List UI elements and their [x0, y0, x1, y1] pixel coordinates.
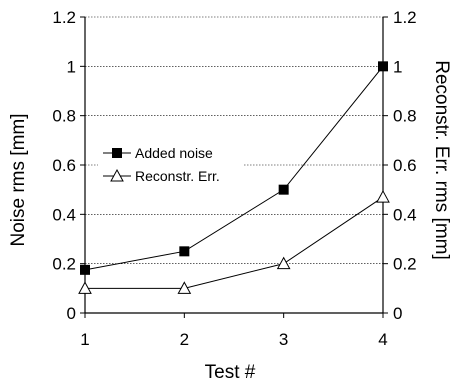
right-tick-label: 0.4: [393, 205, 417, 224]
data-point-added-noise: [378, 61, 388, 72]
series-markers: [78, 61, 390, 294]
right-tick-label: 0: [393, 304, 402, 323]
left-tick-label: 1.2: [52, 8, 76, 27]
left-tick-label: 0: [67, 304, 76, 323]
data-point-added-noise: [179, 246, 190, 257]
data-point-reconstr-err: [177, 281, 192, 294]
legend-label-reconstr-err: Reconstr. Err.: [135, 168, 220, 184]
x-tick-label: 1: [80, 330, 89, 349]
left-tick-label: 1: [67, 57, 76, 76]
left-tick-label: 0.4: [52, 205, 76, 224]
right-y-axis-label: Reconstr. Err. rms [mm]: [431, 60, 452, 260]
data-point-added-noise: [278, 184, 289, 195]
series-line-reconstr-err: [85, 196, 384, 289]
data-point-reconstr-err: [276, 256, 291, 270]
x-tick-label: 4: [378, 330, 387, 349]
left-y-axis-label: Noise rms [mm]: [8, 114, 29, 247]
tick-labels: 0 0 0.2 0.2 0.4 0.4 0.6 0.6 0.8 0.8 1 1 1.2 1.2 1 2 3 4: [52, 8, 416, 349]
data-point-added-noise: [80, 264, 90, 275]
legend-marker-added-noise: [112, 148, 122, 158]
left-tick-label: 0.8: [52, 107, 76, 126]
left-tick-label: 0.6: [52, 156, 76, 175]
data-point-reconstr-err: [376, 190, 390, 203]
right-tick-label: 0.6: [393, 156, 417, 175]
x-axis-label: Test #: [205, 362, 256, 383]
data-point-reconstr-err: [78, 281, 92, 294]
x-tick-label: 2: [180, 330, 189, 349]
right-tick-label: 1: [393, 57, 402, 76]
right-tick-label: 0.2: [393, 255, 417, 274]
left-tick-label: 0.2: [52, 255, 76, 274]
legend-marker-reconstr-err: [110, 168, 124, 182]
legend: Added noise Reconstr. Err.: [98, 139, 244, 187]
legend-label-added-noise: Added noise: [135, 145, 213, 161]
series-line-added-noise: [84, 66, 384, 271]
right-tick-label: 0.8: [393, 107, 417, 126]
x-tick-label: 3: [279, 330, 288, 349]
right-tick-label: 1.2: [393, 8, 417, 27]
series-lines: [84, 66, 384, 289]
